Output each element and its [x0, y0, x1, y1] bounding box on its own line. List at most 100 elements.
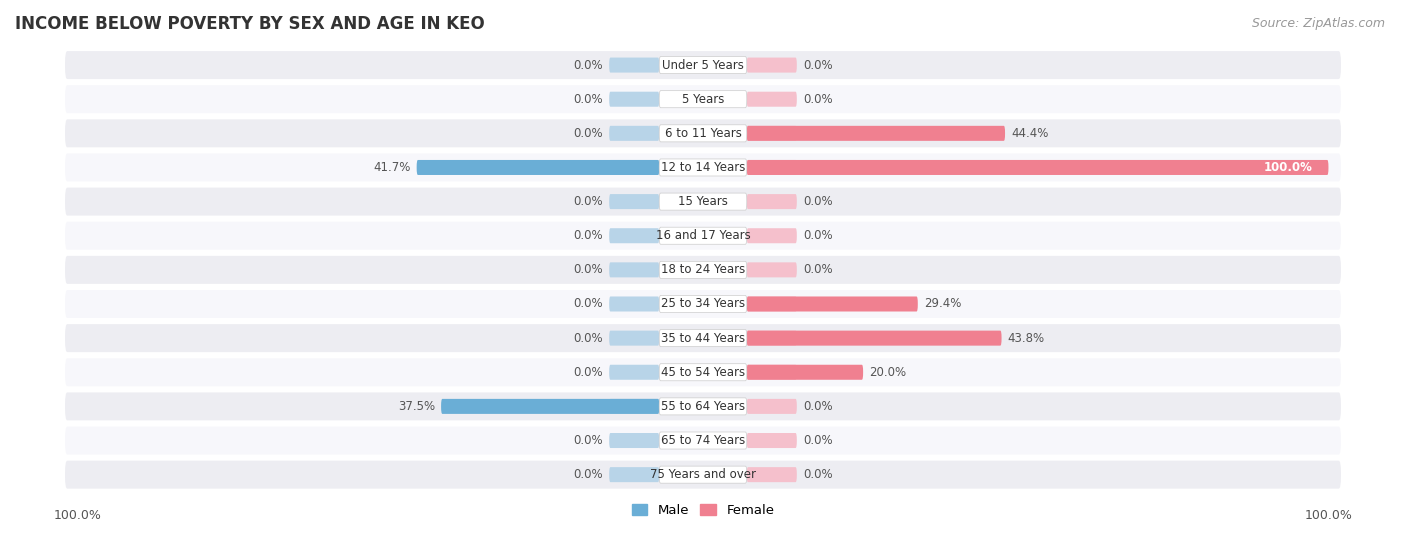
FancyBboxPatch shape — [65, 222, 1341, 250]
Text: 0.0%: 0.0% — [803, 195, 832, 208]
FancyBboxPatch shape — [747, 330, 1001, 345]
Text: 12 to 14 Years: 12 to 14 Years — [661, 161, 745, 174]
FancyBboxPatch shape — [65, 427, 1341, 454]
Text: 75 Years and over: 75 Years and over — [650, 468, 756, 481]
FancyBboxPatch shape — [659, 227, 747, 244]
FancyBboxPatch shape — [747, 296, 797, 311]
Text: 5 Years: 5 Years — [682, 93, 724, 106]
FancyBboxPatch shape — [659, 296, 747, 312]
Text: 0.0%: 0.0% — [574, 263, 603, 276]
FancyBboxPatch shape — [609, 330, 659, 345]
FancyBboxPatch shape — [659, 364, 747, 381]
FancyBboxPatch shape — [747, 399, 797, 414]
FancyBboxPatch shape — [747, 92, 797, 107]
FancyBboxPatch shape — [747, 58, 797, 73]
Text: 0.0%: 0.0% — [574, 229, 603, 242]
Text: Source: ZipAtlas.com: Source: ZipAtlas.com — [1251, 17, 1385, 30]
FancyBboxPatch shape — [609, 58, 659, 73]
FancyBboxPatch shape — [747, 194, 797, 209]
Text: 0.0%: 0.0% — [574, 195, 603, 208]
FancyBboxPatch shape — [609, 262, 659, 277]
FancyBboxPatch shape — [441, 399, 659, 414]
Text: 16 and 17 Years: 16 and 17 Years — [655, 229, 751, 242]
FancyBboxPatch shape — [65, 188, 1341, 216]
Text: 0.0%: 0.0% — [574, 331, 603, 345]
Text: 0.0%: 0.0% — [803, 400, 832, 413]
Text: 55 to 64 Years: 55 to 64 Years — [661, 400, 745, 413]
Text: 29.4%: 29.4% — [924, 297, 962, 310]
FancyBboxPatch shape — [65, 358, 1341, 386]
Text: 43.8%: 43.8% — [1008, 331, 1045, 345]
FancyBboxPatch shape — [747, 160, 797, 175]
FancyBboxPatch shape — [659, 466, 747, 483]
FancyBboxPatch shape — [609, 194, 659, 209]
Text: 0.0%: 0.0% — [574, 93, 603, 106]
Text: 0.0%: 0.0% — [574, 127, 603, 140]
FancyBboxPatch shape — [659, 330, 747, 347]
FancyBboxPatch shape — [659, 159, 747, 176]
Text: 0.0%: 0.0% — [803, 263, 832, 276]
FancyBboxPatch shape — [747, 228, 797, 243]
FancyBboxPatch shape — [609, 228, 659, 243]
FancyBboxPatch shape — [65, 290, 1341, 318]
Text: 45 to 54 Years: 45 to 54 Years — [661, 366, 745, 379]
FancyBboxPatch shape — [659, 56, 747, 74]
FancyBboxPatch shape — [609, 364, 659, 380]
Text: 44.4%: 44.4% — [1011, 127, 1049, 140]
FancyBboxPatch shape — [747, 364, 797, 380]
FancyBboxPatch shape — [747, 433, 797, 448]
FancyBboxPatch shape — [747, 126, 797, 141]
Text: 41.7%: 41.7% — [373, 161, 411, 174]
Text: 100.0%: 100.0% — [1264, 161, 1313, 174]
FancyBboxPatch shape — [659, 193, 747, 210]
FancyBboxPatch shape — [65, 461, 1341, 489]
FancyBboxPatch shape — [65, 154, 1341, 182]
Text: 0.0%: 0.0% — [803, 93, 832, 106]
Text: 0.0%: 0.0% — [574, 366, 603, 379]
FancyBboxPatch shape — [659, 261, 747, 278]
FancyBboxPatch shape — [609, 160, 659, 175]
FancyBboxPatch shape — [659, 125, 747, 142]
Text: 0.0%: 0.0% — [803, 468, 832, 481]
Text: Under 5 Years: Under 5 Years — [662, 59, 744, 72]
FancyBboxPatch shape — [747, 467, 797, 482]
FancyBboxPatch shape — [65, 85, 1341, 113]
FancyBboxPatch shape — [65, 51, 1341, 79]
Text: 20.0%: 20.0% — [869, 366, 907, 379]
FancyBboxPatch shape — [609, 296, 659, 311]
Text: 0.0%: 0.0% — [803, 229, 832, 242]
FancyBboxPatch shape — [659, 432, 747, 449]
FancyBboxPatch shape — [416, 160, 659, 175]
Text: 18 to 24 Years: 18 to 24 Years — [661, 263, 745, 276]
FancyBboxPatch shape — [65, 256, 1341, 284]
FancyBboxPatch shape — [609, 399, 659, 414]
FancyBboxPatch shape — [747, 126, 1005, 141]
Text: 25 to 34 Years: 25 to 34 Years — [661, 297, 745, 310]
Legend: Male, Female: Male, Female — [626, 499, 780, 522]
FancyBboxPatch shape — [609, 92, 659, 107]
FancyBboxPatch shape — [659, 398, 747, 415]
FancyBboxPatch shape — [65, 392, 1341, 420]
Text: 37.5%: 37.5% — [398, 400, 434, 413]
Text: INCOME BELOW POVERTY BY SEX AND AGE IN KEO: INCOME BELOW POVERTY BY SEX AND AGE IN K… — [15, 15, 485, 33]
Text: 0.0%: 0.0% — [574, 297, 603, 310]
Text: 0.0%: 0.0% — [574, 434, 603, 447]
FancyBboxPatch shape — [747, 262, 797, 277]
Text: 0.0%: 0.0% — [803, 434, 832, 447]
Text: 0.0%: 0.0% — [574, 468, 603, 481]
FancyBboxPatch shape — [609, 467, 659, 482]
FancyBboxPatch shape — [659, 91, 747, 108]
FancyBboxPatch shape — [609, 433, 659, 448]
FancyBboxPatch shape — [65, 324, 1341, 352]
FancyBboxPatch shape — [747, 160, 1329, 175]
FancyBboxPatch shape — [609, 126, 659, 141]
FancyBboxPatch shape — [747, 296, 918, 311]
FancyBboxPatch shape — [65, 119, 1341, 148]
FancyBboxPatch shape — [747, 364, 863, 380]
Text: 0.0%: 0.0% — [803, 59, 832, 72]
Text: 15 Years: 15 Years — [678, 195, 728, 208]
Text: 0.0%: 0.0% — [574, 59, 603, 72]
Text: 35 to 44 Years: 35 to 44 Years — [661, 331, 745, 345]
Text: 65 to 74 Years: 65 to 74 Years — [661, 434, 745, 447]
Text: 6 to 11 Years: 6 to 11 Years — [665, 127, 741, 140]
